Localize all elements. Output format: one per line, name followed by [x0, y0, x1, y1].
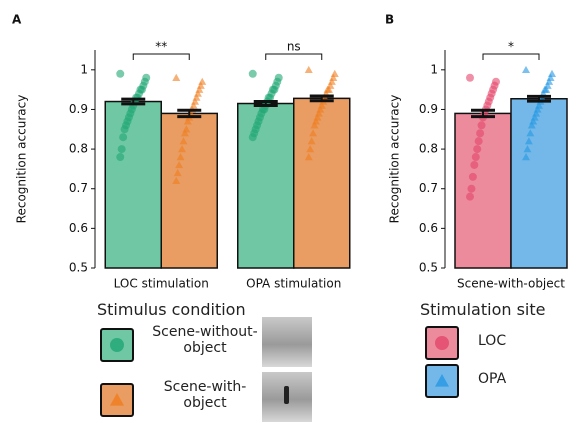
bar	[105, 102, 161, 268]
legend-label: OPA	[478, 371, 518, 387]
legend-marker	[427, 328, 457, 358]
figure: A Recognition accuracy 0.5 0.6 0.7 0.8 0.9 1 LOC…	[0, 0, 582, 423]
legend-swatch	[100, 328, 134, 362]
legend-marker	[102, 385, 132, 415]
y-axis-label: Recognition accuracy	[388, 95, 402, 224]
point	[470, 161, 478, 169]
legend-title: Stimulation site	[420, 300, 545, 319]
point	[110, 338, 124, 352]
thumbnail	[262, 372, 312, 422]
panel-label: B	[385, 13, 394, 27]
legend-marker	[102, 330, 132, 360]
y-axis-label: Recognition accuracy	[15, 95, 29, 224]
point	[467, 185, 475, 193]
legend-label: Scene-without-object	[150, 324, 260, 356]
legend-title: Stimulus condition	[97, 300, 246, 319]
point	[116, 153, 124, 161]
annotation: **	[155, 40, 167, 54]
bar	[455, 113, 511, 268]
point	[198, 78, 206, 85]
y-tick-label: 0.5	[419, 261, 438, 275]
point	[305, 66, 313, 73]
significance-bracket	[483, 54, 539, 60]
y-tick-label: 0.8	[419, 142, 438, 156]
point	[249, 70, 257, 78]
x-tick-label: Scene-with-object	[457, 277, 565, 291]
y-tick-label: 1	[430, 62, 438, 76]
point	[466, 193, 474, 201]
point	[249, 133, 257, 141]
point	[522, 66, 530, 73]
significance-bracket	[133, 54, 189, 60]
point	[118, 145, 126, 153]
point	[476, 129, 484, 137]
point	[121, 125, 129, 133]
bar	[238, 104, 294, 268]
y-tick-label: 0.6	[69, 221, 88, 235]
significance-bracket	[266, 54, 322, 60]
y-tick-label: 1	[80, 62, 88, 76]
point	[475, 137, 483, 145]
y-tick-label: 0.8	[69, 142, 88, 156]
bar	[161, 113, 217, 268]
figure-silhouette	[284, 386, 289, 404]
panel-label: A	[12, 13, 22, 27]
point	[172, 74, 180, 81]
x-tick-label: OPA stimulation	[246, 277, 341, 291]
legend-label: LOC	[478, 333, 518, 349]
y-tick-label: 0.7	[419, 181, 438, 195]
point	[435, 374, 449, 387]
point	[119, 133, 127, 141]
annotation: *	[508, 40, 514, 54]
legend-swatch	[425, 326, 459, 360]
y-tick-label: 0.9	[419, 102, 438, 116]
y-tick-label: 0.9	[69, 102, 88, 116]
bar	[511, 99, 567, 268]
point	[473, 145, 481, 153]
point	[466, 74, 474, 82]
annotation: ns	[287, 40, 301, 54]
point	[472, 153, 480, 161]
x-tick-label: LOC stimulation	[114, 277, 209, 291]
point	[116, 70, 124, 78]
point	[331, 70, 339, 77]
legend-label: Scene-with-object	[150, 379, 260, 411]
legend-swatch	[425, 364, 459, 398]
point	[435, 336, 449, 350]
y-tick-label: 0.6	[419, 221, 438, 235]
point	[478, 121, 486, 129]
point	[469, 173, 477, 181]
legend-swatch	[100, 383, 134, 417]
y-tick-label: 0.7	[69, 181, 88, 195]
thumbnail	[262, 317, 312, 367]
legend-marker	[427, 366, 457, 396]
y-tick-label: 0.5	[69, 261, 88, 275]
point	[110, 393, 124, 406]
point	[548, 70, 556, 77]
bar	[294, 98, 350, 268]
